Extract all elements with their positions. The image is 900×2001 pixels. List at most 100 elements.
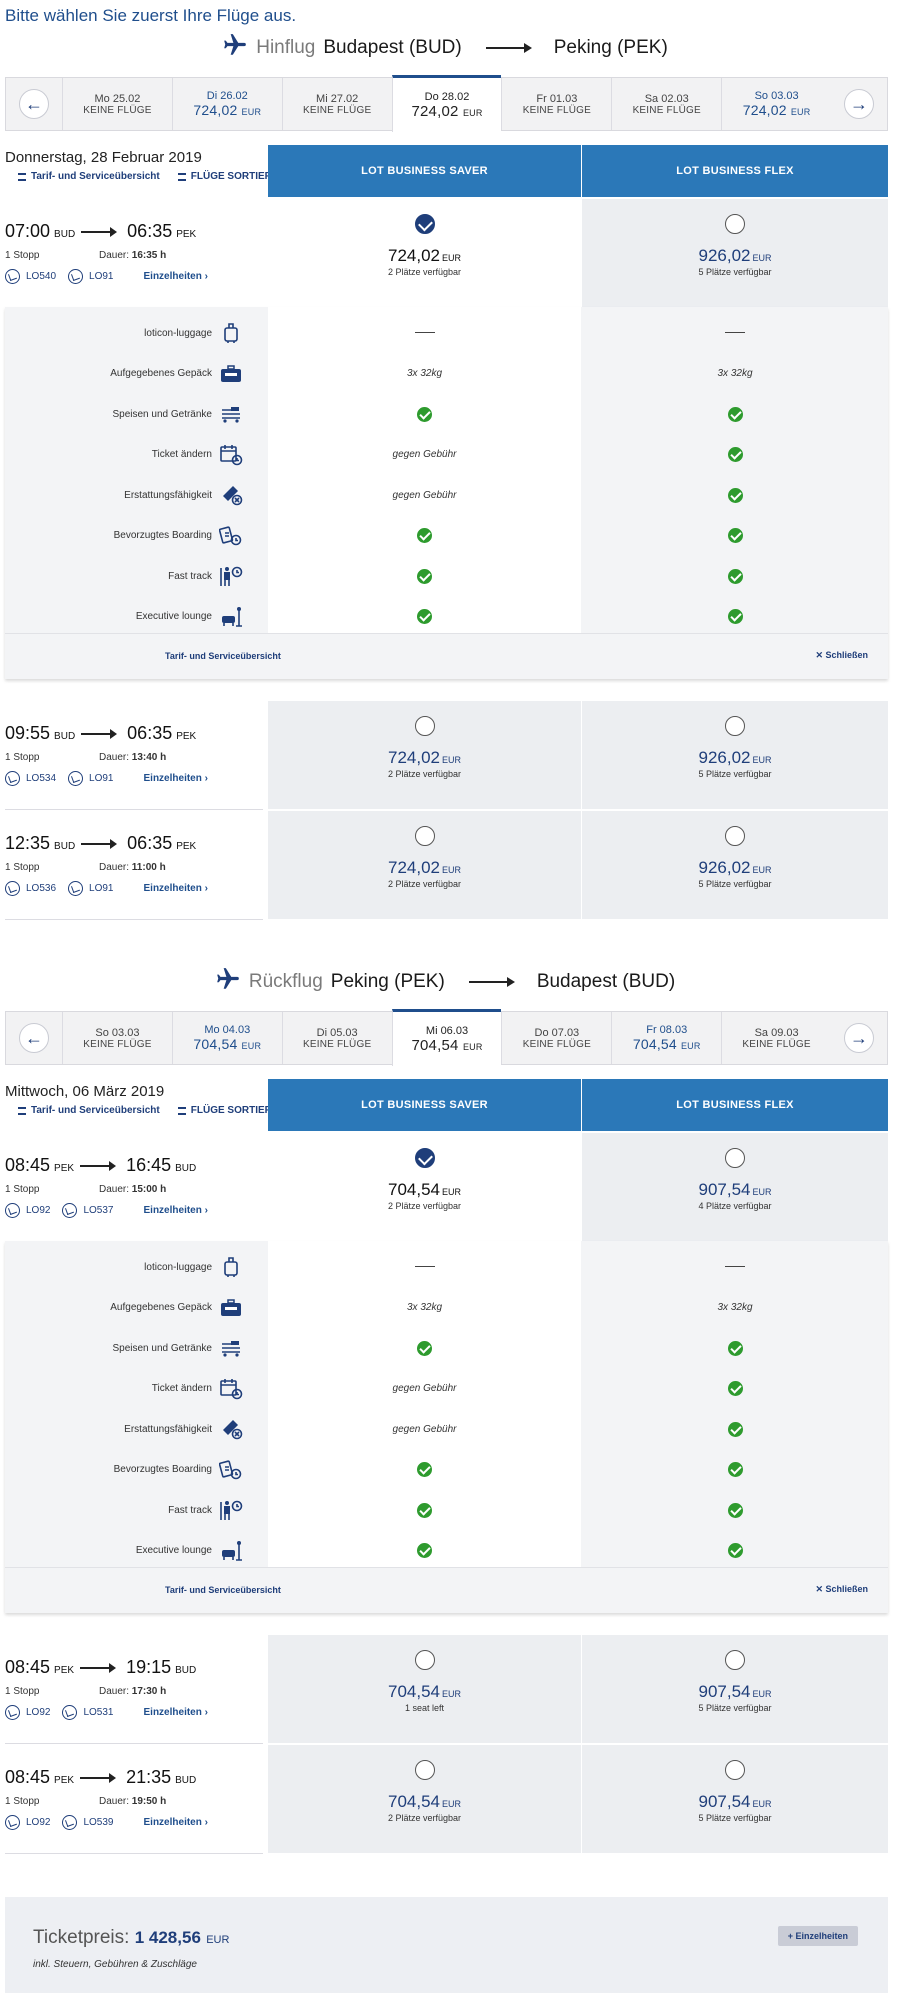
fare-feature-value-flex bbox=[675, 406, 795, 422]
fare-feature-label: Bevorzugtes Boarding bbox=[113, 1464, 212, 1475]
fare-feature-value-saver bbox=[365, 609, 485, 624]
duration-value: 13:40 h bbox=[131, 752, 167, 763]
fare-feature-label: Speisen und Getränke bbox=[112, 1342, 212, 1354]
date-option[interactable]: Fr 01.03 KEINE FLÜGE bbox=[501, 78, 611, 130]
fare-radio-flex[interactable] bbox=[725, 1760, 745, 1780]
fare-option-saver: 704,54 EUR 1 seat left bbox=[268, 1650, 581, 1713]
flight-details-link[interactable]: Einzelheiten › bbox=[143, 1707, 208, 1718]
plane-icon bbox=[222, 32, 248, 64]
date-price: 724,02 EUR bbox=[193, 102, 261, 118]
lounge-icon bbox=[219, 1539, 243, 1563]
fare-price-currency: EUR bbox=[441, 865, 461, 875]
flight-details-link[interactable]: Einzelheiten › bbox=[143, 773, 208, 784]
date-option[interactable]: Mo 04.03 704,54 EUR bbox=[171, 1012, 282, 1064]
fare-radio-saver[interactable] bbox=[414, 716, 435, 736]
date-price: KEINE FLÜGE bbox=[83, 1039, 151, 1050]
date-option[interactable]: Do 07.03 KEINE FLÜGE bbox=[501, 1012, 611, 1064]
date-option[interactable]: Mo 25.02 KEINE FLÜGE bbox=[62, 78, 172, 130]
fare-feature-value-saver: gegen Gebühr bbox=[392, 489, 457, 501]
fare-header-flex: LOT BUSINESS FLEX bbox=[582, 1079, 888, 1131]
date-option[interactable]: Mi 27.02 KEINE FLÜGE bbox=[281, 78, 392, 130]
date-option[interactable]: Sa 02.03 KEINE FLÜGE bbox=[611, 78, 721, 130]
date-option[interactable]: Fr 08.03 704,54 EUR bbox=[611, 1012, 721, 1064]
price-details-button[interactable]: + Einzelheiten bbox=[777, 1926, 858, 1946]
fare-price-currency: EUR bbox=[752, 1187, 772, 1197]
sort-flights-link-label: FLÜGE SORTIEREN bbox=[190, 171, 286, 182]
sort-flights-link[interactable]: FLÜGE SORTIEREN bbox=[177, 171, 286, 182]
flight-details-link[interactable]: Einzelheiten › bbox=[143, 883, 208, 894]
fare-radio-flex[interactable] bbox=[725, 826, 745, 846]
fare-radio-saver[interactable] bbox=[414, 1760, 435, 1780]
fare-radio-saver[interactable] bbox=[414, 826, 435, 846]
fare-overview-link[interactable]: Tarif- und Serviceübersicht bbox=[18, 1105, 160, 1116]
date-prev-button[interactable]: ← bbox=[6, 78, 62, 130]
arrow-right-icon bbox=[80, 1160, 117, 1171]
date-option[interactable]: Di 26.02 724,02 EUR bbox=[171, 78, 282, 130]
fare-feature-label: Executive lounge bbox=[135, 611, 212, 622]
inbound-direction-label: Rückflug bbox=[248, 971, 323, 992]
date-price-currency: EUR bbox=[680, 1041, 701, 1051]
date-option[interactable]: Di 05.03 KEINE FLÜGE bbox=[281, 1012, 392, 1064]
arrow-left-icon[interactable]: ← bbox=[19, 1023, 49, 1053]
sort-icon bbox=[177, 172, 186, 181]
departure-airport: PEK bbox=[54, 1775, 75, 1786]
fast-track-icon bbox=[219, 1498, 243, 1522]
sort-flights-link[interactable]: FLÜGE SORTIEREN bbox=[177, 1105, 286, 1116]
fare-radio-saver[interactable] bbox=[414, 214, 435, 234]
close-features-button[interactable]: ✕ Schließen bbox=[815, 1584, 868, 1595]
fare-feature-value-flex bbox=[675, 447, 795, 462]
flight-times: 07:00 BUD 06:35 PEK bbox=[5, 221, 263, 242]
seats-available: 5 Plätze verfügbar bbox=[698, 1813, 772, 1823]
seats-available: 2 Plätze verfügbar bbox=[387, 879, 462, 889]
fare-price-currency: EUR bbox=[752, 1799, 772, 1809]
fare-feature-row: Bevorzugtes Boarding bbox=[5, 1450, 888, 1490]
inbound-section-links: Tarif- und Serviceübersicht FLÜGE SORTIER… bbox=[18, 1105, 286, 1116]
arrow-left-icon[interactable]: ← bbox=[19, 89, 49, 119]
fare-radio-flex[interactable] bbox=[725, 1148, 745, 1168]
date-next-button[interactable]: → bbox=[831, 1012, 888, 1064]
arrow-right-icon[interactable]: → bbox=[844, 89, 875, 119]
fare-radio-flex[interactable] bbox=[725, 214, 745, 234]
duration-value: 15:00 h bbox=[131, 1184, 167, 1195]
fare-radio-flex[interactable] bbox=[725, 1650, 745, 1670]
date-prev-button[interactable]: ← bbox=[6, 1012, 62, 1064]
seats-available: 2 Plätze verfügbar bbox=[387, 1201, 462, 1211]
fare-feature-value-flex: 3x 32kg bbox=[717, 1302, 753, 1313]
row-divider bbox=[5, 809, 263, 810]
fare-features-footer: Tarif- und Serviceübersicht ✕ Schließen bbox=[5, 1567, 888, 1613]
arrow-right-icon[interactable]: → bbox=[844, 1023, 875, 1053]
arrow-right-icon bbox=[468, 977, 515, 987]
close-features-button[interactable]: ✕ Schließen bbox=[815, 650, 868, 661]
date-next-button[interactable]: → bbox=[831, 78, 888, 130]
fare-feature-row: Speisen und Getränke bbox=[5, 1328, 888, 1368]
fare-feature-label: Ticket ändern bbox=[151, 449, 212, 460]
flight-details-link[interactable]: Einzelheiten › bbox=[143, 271, 208, 282]
duration-label: Dauer: bbox=[99, 1686, 130, 1697]
lot-crane-logo-icon bbox=[5, 1815, 20, 1830]
fare-feature-row: Erstattungsfähigkeit gegen Gebühr bbox=[5, 1409, 888, 1449]
date-option[interactable]: Mi 06.03 704,54 EUR bbox=[391, 1009, 502, 1066]
fare-radio-flex[interactable] bbox=[725, 716, 745, 736]
date-price: 724,02 EUR bbox=[411, 103, 482, 120]
date-price-value: KEINE FLÜGE bbox=[632, 104, 701, 116]
date-option[interactable]: Sa 09.03 KEINE FLÜGE bbox=[721, 1012, 831, 1064]
inbound-fare-features-panel: loticon-luggage Aufgegebenes Gepäck 3x 32k… bbox=[5, 1241, 888, 1613]
fare-radio-saver[interactable] bbox=[414, 1650, 435, 1670]
arrival-airport: BUD bbox=[175, 1163, 197, 1174]
fare-feature-value-saver: gegen Gebühr bbox=[392, 449, 457, 460]
flight-details-link[interactable]: Einzelheiten › bbox=[143, 1817, 208, 1828]
flight-details-link[interactable]: Einzelheiten › bbox=[143, 1205, 208, 1216]
arrow-right-icon bbox=[81, 838, 118, 849]
flight-number: LO91 bbox=[89, 773, 114, 784]
date-price-currency: EUR bbox=[462, 107, 483, 118]
fare-radio-saver[interactable] bbox=[414, 1148, 435, 1168]
fare-price-value: 704,54 bbox=[387, 1180, 440, 1199]
fare-overview-link[interactable]: Tarif- und Serviceübersicht bbox=[160, 1585, 281, 1595]
fare-overview-link[interactable]: Tarif- und Serviceübersicht bbox=[18, 171, 160, 182]
dash-icon bbox=[414, 332, 435, 334]
date-option[interactable]: So 03.03 724,02 EUR bbox=[721, 78, 831, 130]
date-option[interactable]: Do 28.02 724,02 EUR bbox=[391, 75, 502, 132]
date-option[interactable]: So 03.03 KEINE FLÜGE bbox=[62, 1012, 172, 1064]
fare-overview-link[interactable]: Tarif- und Serviceübersicht bbox=[160, 651, 281, 661]
outbound-date-carousel: ← Mo 25.02 KEINE FLÜGE Di 26.02 724,02 EUR Mi… bbox=[5, 75, 888, 132]
